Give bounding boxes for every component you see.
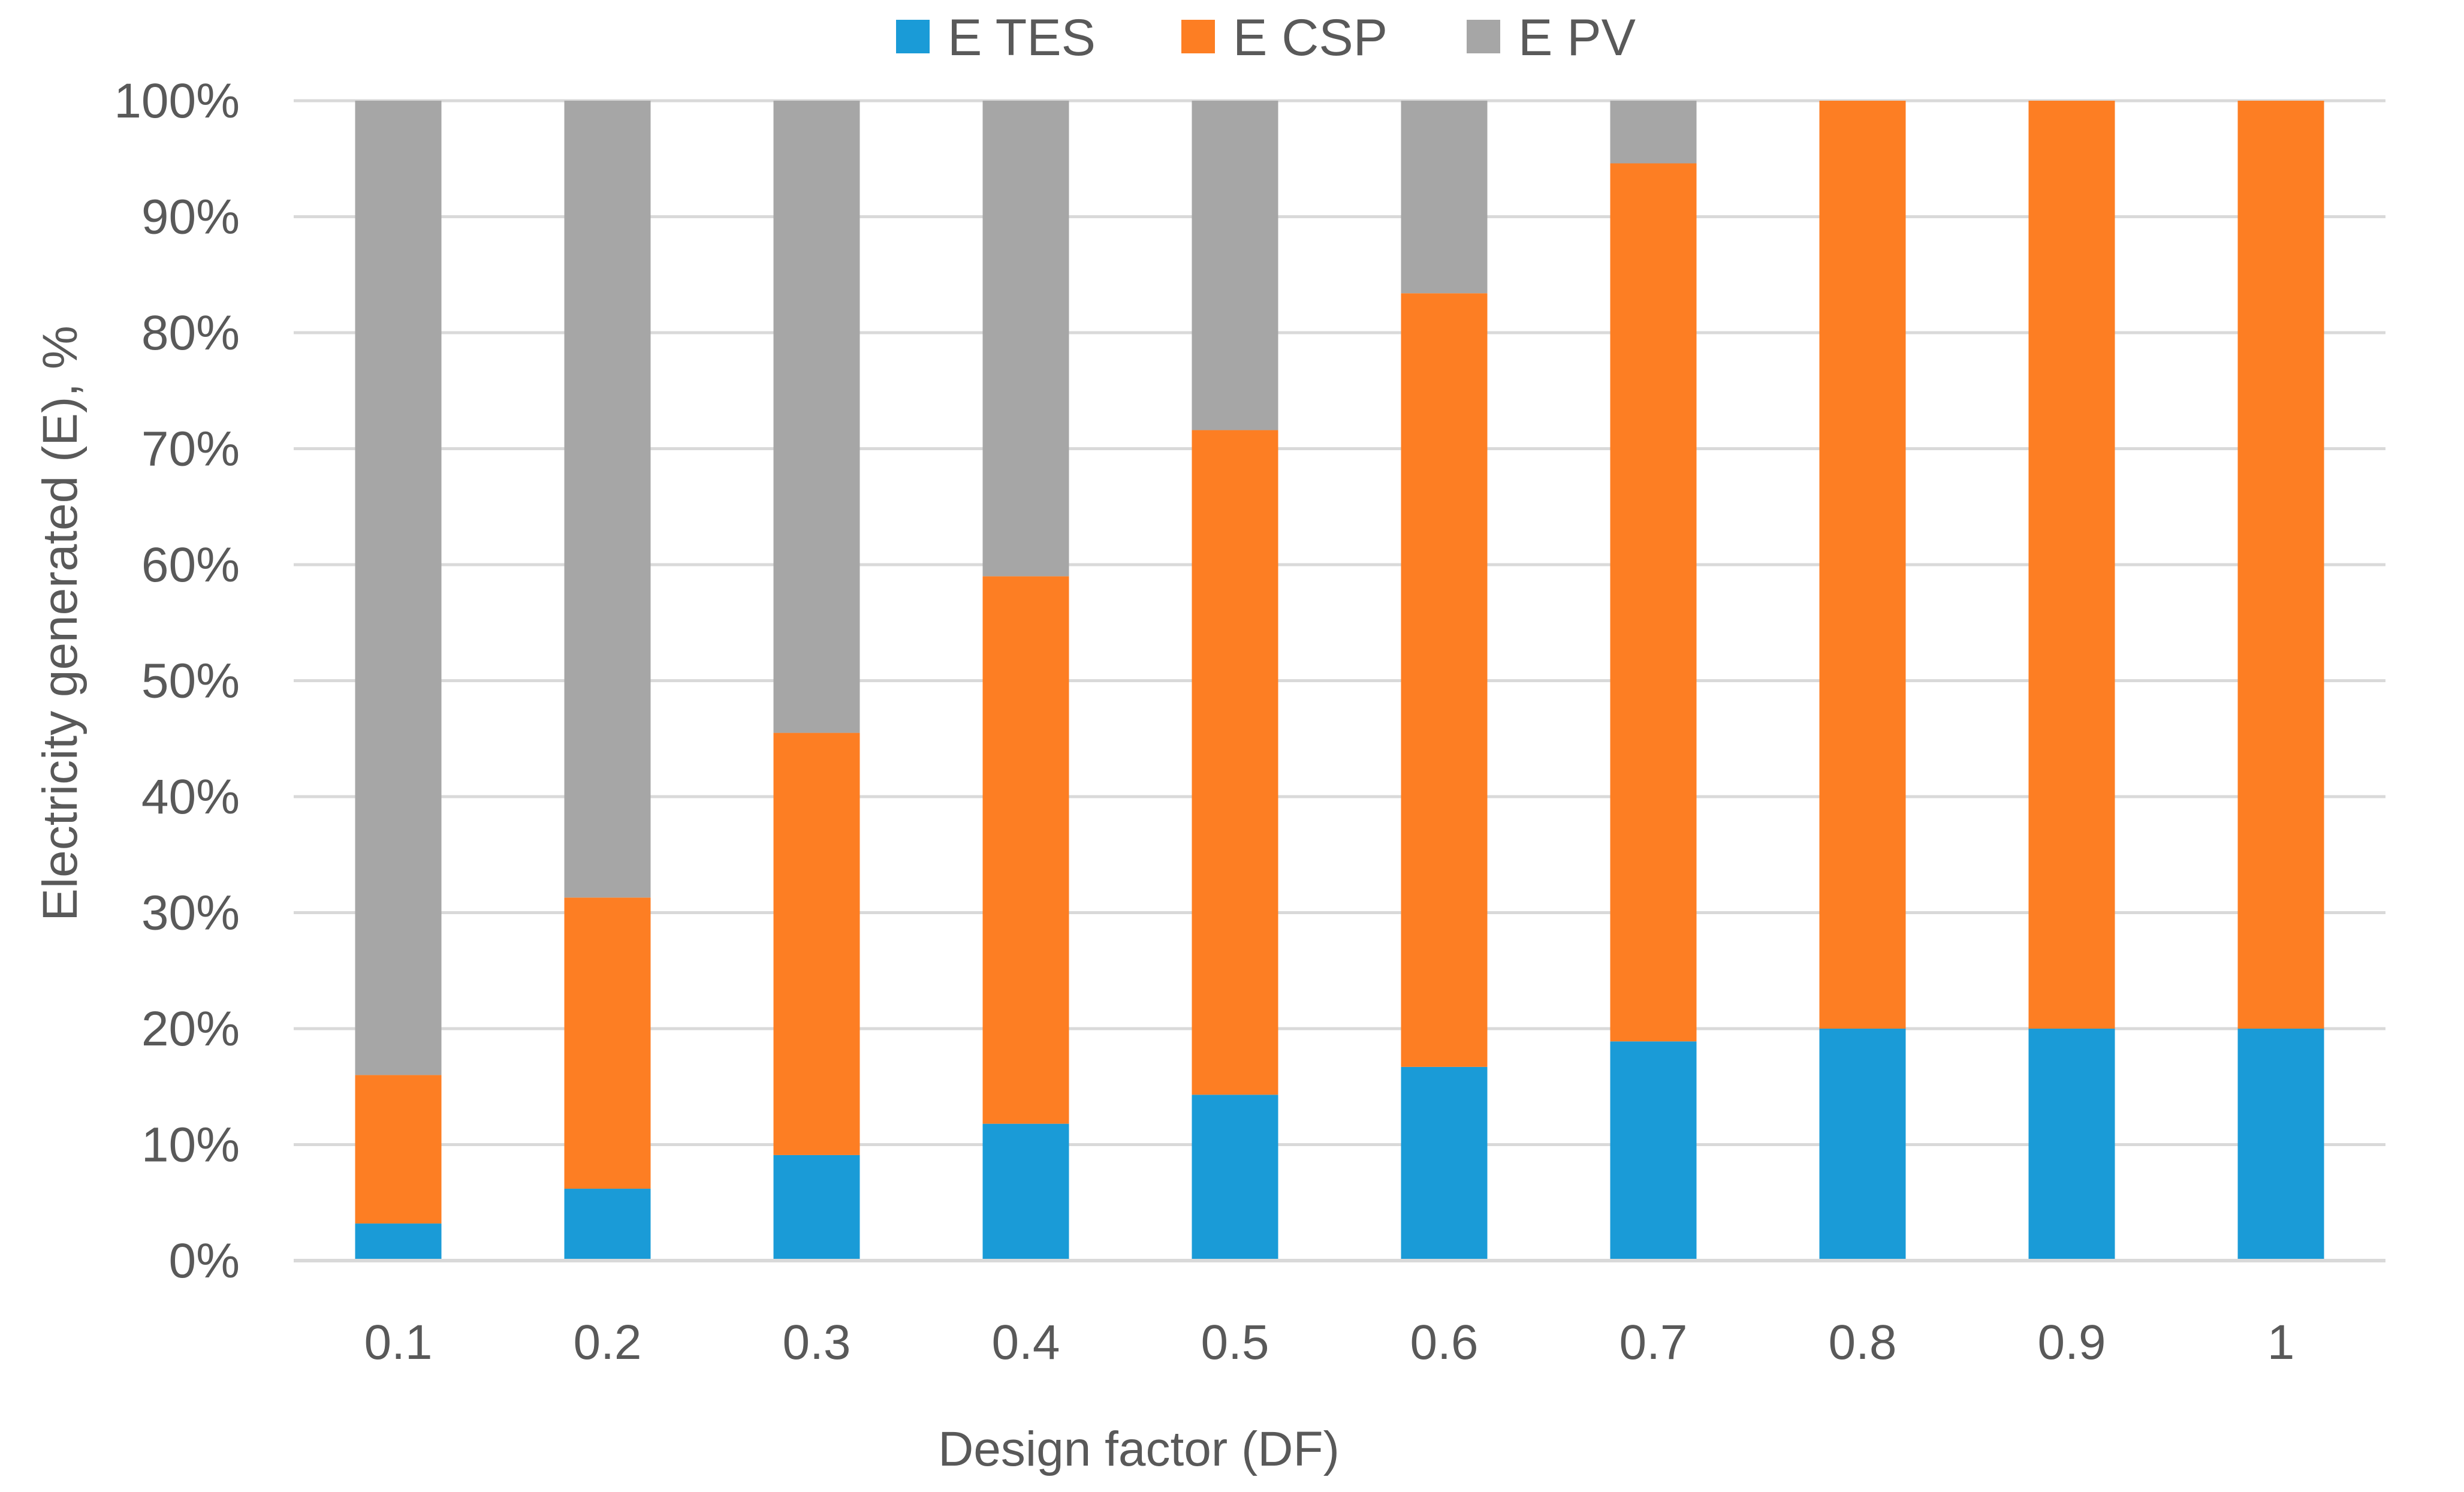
legend-swatch-e-csp (1181, 20, 1215, 53)
bars (355, 101, 2324, 1261)
bar-e-csp-0.4 (982, 576, 1069, 1124)
bar-e-tes-0.9 (2028, 1029, 2115, 1261)
bar-e-tes-0.4 (982, 1123, 1069, 1261)
legend-label-e-tes: E TES (948, 9, 1096, 67)
bar-e-tes-1 (2237, 1029, 2324, 1261)
bar-e-csp-0.7 (1610, 163, 1697, 1042)
bar-e-tes-0.8 (1819, 1029, 1906, 1261)
y-tick-label: 80% (141, 306, 240, 360)
bar-e-tes-0.2 (564, 1189, 651, 1261)
bar-e-tes-0.5 (1192, 1095, 1278, 1261)
bar-e-csp-0.6 (1401, 293, 1488, 1067)
y-tick-label: 20% (141, 1002, 240, 1056)
bar-e-tes-0.7 (1610, 1041, 1697, 1261)
bar-e-pv-0.5 (1192, 101, 1278, 430)
bar-e-pv-0.7 (1610, 101, 1697, 164)
x-tick-labels: 0.1 0.2 0.3 0.4 0.5 0.6 0.7 0.8 0.9 1 (364, 1315, 2295, 1370)
bar-e-tes-0.1 (355, 1223, 442, 1261)
bar-e-csp-0.8 (1819, 101, 1906, 1029)
y-tick-label: 70% (141, 422, 240, 477)
bar-e-tes-0.3 (773, 1155, 860, 1261)
x-axis-label: Design factor (DF) (938, 1422, 1340, 1476)
bar-e-pv-0.3 (773, 101, 860, 733)
y-tick-label: 100% (114, 74, 240, 128)
x-tick-label: 0.4 (992, 1315, 1060, 1370)
bar-e-csp-1 (2237, 101, 2324, 1029)
legend-label-e-pv: E PV (1518, 9, 1636, 67)
y-tick-labels: 0% 10% 20% 30% 40% 50% 60% 70% 80% 90% 100% (114, 74, 240, 1288)
y-tick-label: 90% (141, 190, 240, 245)
legend-swatch-e-pv (1467, 20, 1500, 53)
legend: E TES E CSP E PV (896, 9, 1636, 67)
bar-e-csp-0.5 (1192, 430, 1278, 1095)
bar-e-csp-0.9 (2028, 101, 2115, 1029)
bar-e-pv-0.1 (355, 101, 442, 1075)
x-tick-label: 0.7 (1619, 1315, 1688, 1370)
x-tick-label: 0.6 (1410, 1315, 1479, 1370)
y-tick-label: 30% (141, 886, 240, 941)
x-tick-label: 0.5 (1201, 1315, 1269, 1370)
x-tick-label: 1 (2267, 1315, 2295, 1370)
y-tick-label: 50% (141, 654, 240, 709)
bar-e-csp-0.3 (773, 733, 860, 1155)
bar-e-tes-0.6 (1401, 1066, 1488, 1261)
bar-e-pv-0.4 (982, 101, 1069, 577)
y-axis-label: Electricity generated (E), % (33, 325, 88, 921)
x-tick-label: 0.1 (364, 1315, 433, 1370)
y-tick-label: 60% (141, 538, 240, 592)
y-tick-label: 40% (141, 770, 240, 824)
y-tick-label: 0% (168, 1234, 240, 1288)
bar-e-csp-0.1 (355, 1075, 442, 1224)
legend-swatch-e-tes (896, 20, 930, 53)
y-tick-label: 10% (141, 1118, 240, 1172)
x-tick-label: 0.8 (1829, 1315, 1897, 1370)
x-tick-label: 0.9 (2038, 1315, 2106, 1370)
bar-e-pv-0.2 (564, 101, 651, 898)
bar-e-csp-0.2 (564, 897, 651, 1189)
x-tick-label: 0.3 (783, 1315, 851, 1370)
legend-label-e-csp: E CSP (1233, 9, 1388, 67)
bar-e-pv-0.6 (1401, 101, 1488, 294)
x-tick-label: 0.2 (574, 1315, 642, 1370)
